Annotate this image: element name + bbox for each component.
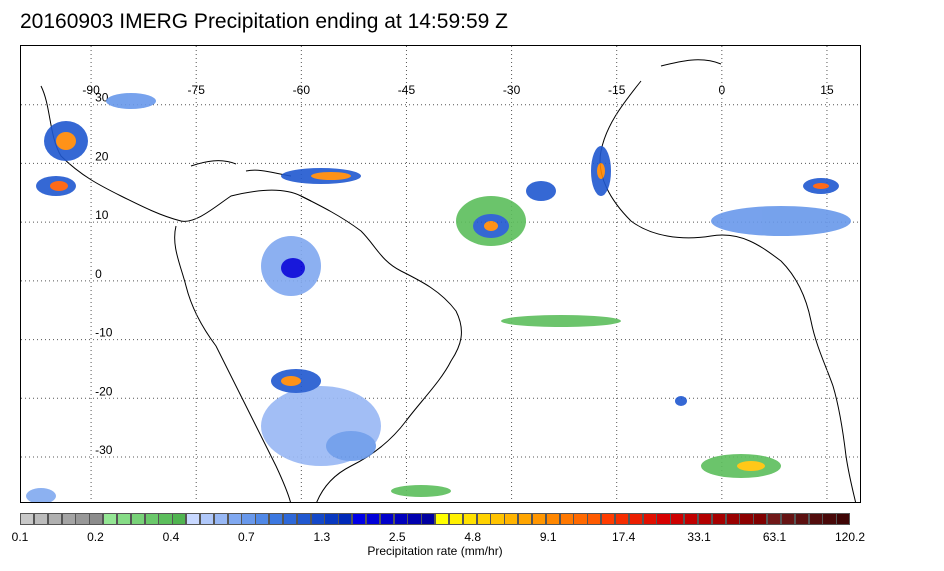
colorbar-cell [780,513,796,525]
colorbar-cell [116,513,132,525]
colorbar-cell [753,513,768,525]
colorbar-cell [504,513,519,525]
lon-tick-label: 15 [820,83,834,97]
colorbar-tick-label: 120.2 [834,530,866,544]
colorbar-cell [310,513,325,525]
colorbar-cell [365,513,381,525]
lon-tick-label: -75 [188,83,206,97]
colorbar-cell [518,513,533,525]
gridlines [21,46,860,502]
colorbar-tick-label: 2.5 [388,530,406,544]
colorbar-cell [89,513,104,525]
colorbar-cell [103,513,118,525]
colorbar-cell [199,513,215,525]
colorbar-cell [725,513,740,525]
lon-tick-label: -15 [608,83,626,97]
lat-tick-label: -10 [95,326,113,340]
map-canvas: -90 -75 -60 -45 -30 -15 0 15 30 20 10 0 -10 -20 -30 [21,46,860,502]
colorbar-cell [269,513,284,525]
colorbar-cell [794,513,809,525]
colorbar-tick-label: 33.1 [687,530,711,544]
colorbar-cell [282,513,298,525]
colorbar-cell [684,513,699,525]
colorbar-cell [213,513,228,525]
precipitation-map: -90 -75 -60 -45 -30 -15 0 15 30 20 10 0 -10 -20 -30 [20,45,861,503]
colorbar-tick-label: 63.1 [762,530,787,544]
colorbar-cell [614,513,630,525]
lat-tick-label: 20 [95,149,109,163]
colorbar-cell [767,513,782,525]
lon-tick-label: -60 [293,83,311,97]
colorbar-cell [172,513,187,525]
colorbar-cell [587,513,602,525]
colorbar-cell [559,513,574,525]
lat-tick-label: -20 [95,384,113,398]
colorbar-cell [601,513,616,525]
colorbar-cell [642,513,657,525]
coastlines [40,59,857,502]
colorbar-title: Precipitation rate (mm/hr) [367,544,503,558]
colorbar-cell [130,513,145,525]
colorbar-tick-label: 1.3 [313,530,331,544]
colorbar-cell [186,513,201,525]
lon-tick-label: -45 [398,83,416,97]
colorbar-cell [697,513,713,525]
page-title: 20160903 IMERG Precipitation ending at 1… [20,10,508,33]
colorbar-cell [255,513,270,525]
colorbar-cell [33,513,49,525]
colorbar-tick-label: 0.7 [238,530,255,544]
colorbar-cell [20,513,35,525]
lat-tick-label: 30 [95,91,109,105]
colorbar-tick-label: 0.4 [162,530,180,544]
colorbar-cell [407,513,422,525]
lat-tick-label: -30 [95,443,113,457]
colorbar-cell [628,513,643,525]
colorbar-cell [573,513,588,525]
colorbar-cell [47,513,62,525]
colorbar-tick-label: 9.1 [539,530,557,544]
colorbar-cell [61,513,76,525]
colorbar-cell [421,513,436,525]
lon-tick-label: 0 [718,83,725,97]
colorbar-cell [822,513,837,525]
lat-tick-label: 10 [95,208,109,222]
colorbar-cell [656,513,671,525]
colorbar-cell [808,513,823,525]
colorbar-cell [490,513,505,525]
colorbar-cell [435,513,450,525]
precipitation-field [26,93,851,502]
colorbar-cell [227,513,242,525]
colorbar-tick-label: 0.2 [87,530,104,544]
colorbar-tick-label: 17.4 [611,530,636,544]
lon-tick-label: -30 [503,83,521,97]
colorbar-cell [545,513,560,525]
colorbar-tick-label: 0.1 [11,530,29,544]
colorbar-cell [739,513,754,525]
colorbar-cell [158,513,173,525]
colorbar-cell [448,513,464,525]
colorbar-cell [144,513,159,525]
colorbar-cell [711,513,726,525]
colorbar-cell [352,513,367,525]
colorbar-cell [75,513,90,525]
colorbar-cell [393,513,408,525]
colorbar-tick-label: 4.8 [464,530,482,544]
colorbar-cell [324,513,339,525]
lat-tick-label: 0 [95,267,102,281]
tick-labels: -90 -75 -60 -45 -30 -15 0 15 30 20 10 0 -10 -20 -30 [82,83,834,457]
colorbar [20,513,851,525]
colorbar-cell [296,513,311,525]
colorbar-cell [531,513,547,525]
colorbar-cell [379,513,394,525]
colorbar-cell [338,513,353,525]
colorbar-cell [836,513,851,525]
colorbar-cell [476,513,491,525]
colorbar-cell [670,513,685,525]
lon-tick-label: -90 [82,83,100,97]
colorbar-cell [462,513,477,525]
colorbar-cell [241,513,256,525]
